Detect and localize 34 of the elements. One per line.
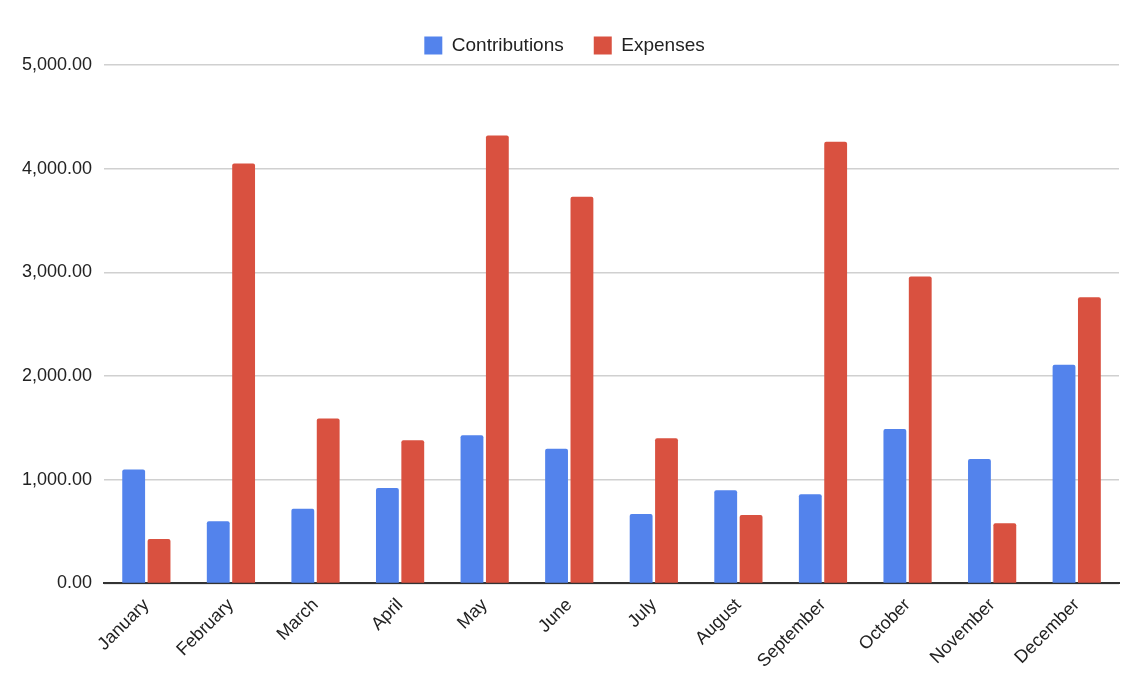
y-tick-label: 4,000.00 <box>21 157 93 178</box>
y-tick-label: 1,000.00 <box>21 468 93 489</box>
legend-label: Contributions <box>451 33 564 55</box>
bar <box>460 435 484 583</box>
bar <box>485 135 509 583</box>
y-tick-label: 5,000.00 <box>21 53 93 74</box>
x-tick-label: July <box>623 594 661 632</box>
bar <box>206 521 230 583</box>
bar <box>375 488 399 583</box>
bar <box>968 459 991 583</box>
bar <box>714 490 738 583</box>
legend-label: Expenses <box>621 33 705 55</box>
bar <box>147 538 171 583</box>
bar <box>1077 297 1101 583</box>
y-tick-label: 2,000.00 <box>21 365 93 386</box>
bar <box>122 469 146 583</box>
bar <box>316 418 340 583</box>
bar <box>232 163 256 583</box>
bar <box>629 513 653 583</box>
bar <box>824 141 848 583</box>
bar <box>798 494 822 583</box>
bar <box>291 508 315 583</box>
y-tick-label: 0.00 <box>57 572 93 593</box>
bar <box>655 438 678 583</box>
bar <box>570 196 594 583</box>
bar <box>883 428 907 583</box>
bar <box>993 523 1017 583</box>
y-tick-label: 3,000.00 <box>21 261 93 282</box>
bar <box>908 276 932 583</box>
bar <box>545 448 568 583</box>
bar <box>401 440 425 583</box>
bar <box>739 515 763 583</box>
bar <box>1052 364 1076 583</box>
x-tick-label: May <box>452 594 492 633</box>
